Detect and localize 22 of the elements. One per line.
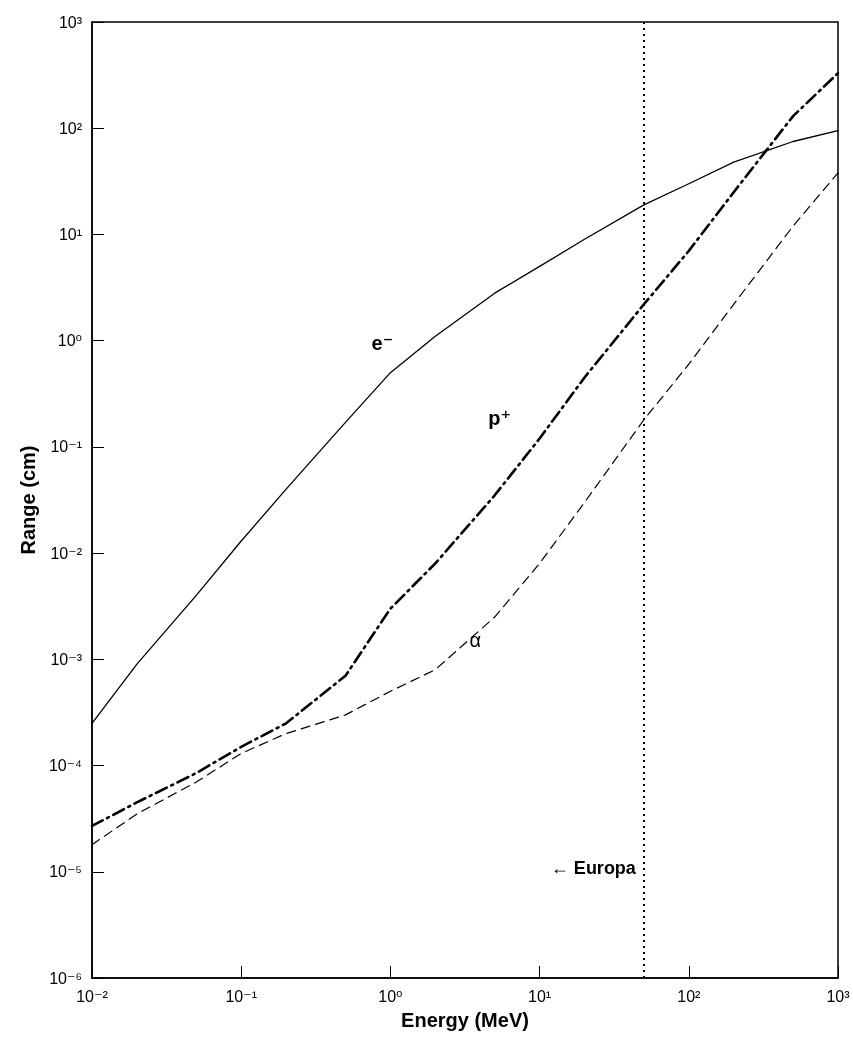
series-label: e⁻ xyxy=(371,331,394,354)
y-tick-label: 10³ xyxy=(58,13,83,31)
x-tick-label: 10³ xyxy=(826,987,851,1005)
y-tick-label: 10⁻⁴ xyxy=(48,757,83,775)
y-axis-title: Range (cm) xyxy=(16,445,39,555)
x-axis-title: Energy (MeV) xyxy=(401,1009,529,1031)
y-tick-label: 10⁻¹ xyxy=(50,438,82,456)
series-label: α xyxy=(469,628,482,651)
y-tick-label: 10⁰ xyxy=(57,332,82,350)
x-tick-label: 10⁰ xyxy=(378,987,403,1005)
series-label: p⁺ xyxy=(488,407,511,430)
y-tick-label: 10¹ xyxy=(58,225,82,243)
x-tick-label: 10⁻² xyxy=(76,987,109,1005)
x-tick-label: 10¹ xyxy=(528,987,552,1005)
ref-line-label: ← Europa xyxy=(550,858,637,878)
y-tick-label: 10⁻⁵ xyxy=(49,863,82,881)
y-tick-label: 10⁻³ xyxy=(50,650,83,668)
y-tick-label: 10⁻⁶ xyxy=(49,969,82,987)
x-tick-label: 10⁻¹ xyxy=(225,987,257,1005)
y-tick-label: 10² xyxy=(58,119,83,137)
y-tick-label: 10⁻² xyxy=(50,544,83,562)
x-tick-label: 10² xyxy=(677,987,702,1005)
